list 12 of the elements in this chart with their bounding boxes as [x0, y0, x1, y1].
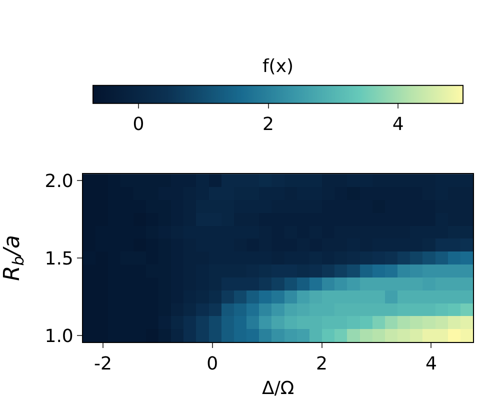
color-bar-label: 2: [262, 114, 274, 135]
y-tick-label: 1.0: [44, 326, 74, 347]
color-bar-label: 4: [392, 114, 404, 135]
x-tick-label: 0: [206, 354, 218, 375]
color-bar-title: f(x): [262, 56, 294, 77]
x-tick-label: 2: [316, 354, 328, 375]
y-tick-label: 1.5: [44, 248, 74, 270]
x-tick-label: -2: [94, 354, 112, 375]
x-axis-title: Δ/Ω: [262, 378, 294, 399]
y-tick-label: 2.0: [44, 170, 74, 192]
x-tick-label: 4: [425, 354, 437, 375]
color-bar-label: 0: [132, 114, 144, 135]
